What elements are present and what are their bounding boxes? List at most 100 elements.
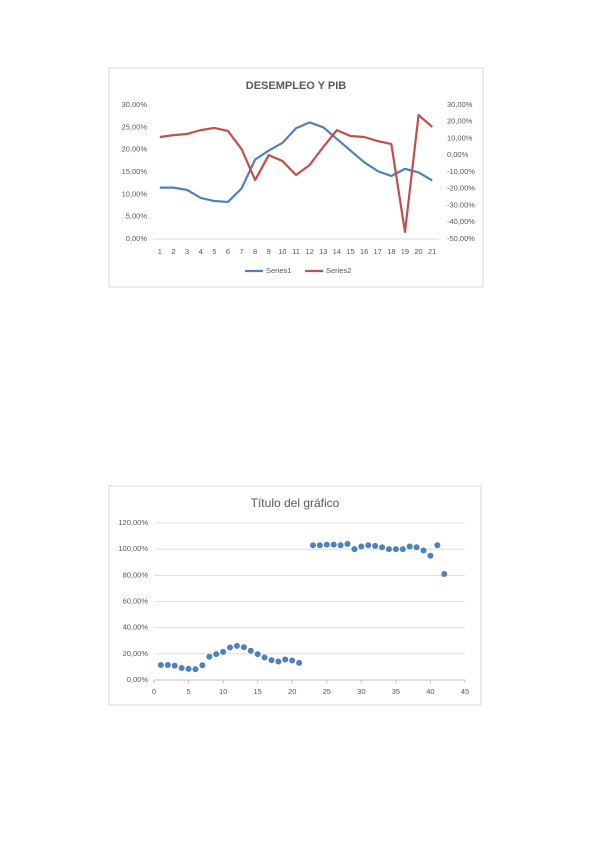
x-tick-label: 45: [461, 687, 469, 696]
point: [192, 666, 199, 673]
point: [420, 547, 427, 554]
y2-tick-label: 20,00%: [447, 117, 473, 126]
x-tick-label: 9: [267, 247, 271, 256]
point: [282, 656, 289, 663]
point: [309, 542, 316, 549]
x-tick-label: 17: [374, 247, 382, 256]
y-tick-label: 100,00%: [118, 544, 148, 553]
chart-title: DESEMPLEO Y PIB: [246, 80, 347, 92]
point: [323, 541, 330, 548]
y2-tick-label: -20,00%: [447, 184, 475, 193]
x-tick-label: 30: [357, 687, 365, 696]
y-tick-label: 20,00%: [123, 649, 149, 658]
x-tick-label: 2: [171, 247, 175, 256]
point: [289, 657, 296, 664]
y-tick-label: 80,00%: [123, 570, 149, 579]
point: [351, 546, 358, 553]
x-tick-label: 12: [305, 247, 313, 256]
y-tick-label: 60,00%: [123, 596, 149, 605]
point: [344, 540, 351, 547]
point: [157, 661, 164, 668]
point: [379, 544, 386, 551]
point: [365, 542, 372, 549]
point: [261, 654, 268, 661]
point: [178, 664, 185, 671]
point: [199, 662, 206, 669]
y2-tick-label: -10,00%: [447, 167, 475, 176]
point: [268, 657, 275, 664]
x-tick-label: 8: [253, 247, 257, 256]
point: [337, 542, 344, 549]
x-tick-label: 4: [199, 247, 203, 256]
point: [316, 542, 323, 549]
x-tick-label: 7: [239, 247, 243, 256]
legend-label: Series2: [326, 266, 351, 275]
point: [247, 647, 254, 654]
y2-tick-label: -50,00%: [447, 234, 475, 243]
x-tick-label: 11: [292, 247, 300, 256]
point: [185, 665, 192, 672]
x-tick-label: 10: [278, 247, 286, 256]
y2-tick-label: 30,00%: [447, 100, 473, 109]
x-tick-label: 19: [401, 247, 409, 256]
y-tick-label: 20,00%: [122, 145, 148, 154]
y-tick-label: 0,00%: [127, 675, 149, 684]
y2-tick-label: 10,00%: [447, 133, 473, 142]
x-tick-label: 0: [152, 687, 156, 696]
point: [240, 644, 247, 651]
point: [385, 546, 392, 553]
point: [406, 543, 413, 550]
point: [372, 542, 379, 549]
x-tick-label: 5: [186, 687, 190, 696]
point: [213, 651, 220, 658]
point: [392, 546, 399, 553]
x-tick-label: 13: [319, 247, 327, 256]
legend-label: Series1: [266, 266, 291, 275]
y2-tick-label: -40,00%: [447, 217, 475, 226]
point: [296, 659, 303, 666]
x-tick-label: 10: [219, 687, 227, 696]
x-tick-label: 15: [346, 247, 354, 256]
point: [171, 662, 178, 669]
y2-tick-label: -30,00%: [447, 200, 475, 209]
x-tick-label: 1: [158, 247, 162, 256]
x-tick-label: 40: [426, 687, 434, 696]
x-tick-label: 21: [428, 247, 436, 256]
chart-title: Título del gráfico: [251, 496, 340, 510]
point: [413, 544, 420, 551]
x-tick-label: 3: [185, 247, 189, 256]
y-tick-label: 120,00%: [118, 518, 148, 527]
point: [358, 543, 365, 550]
x-tick-label: 20: [414, 247, 422, 256]
chart-frame: [108, 67, 484, 288]
point: [399, 546, 406, 553]
chart-frame: [108, 485, 482, 706]
point: [164, 661, 171, 668]
point: [206, 653, 213, 660]
y-tick-label: 5,00%: [126, 212, 148, 221]
y-tick-label: 0,00%: [126, 234, 148, 243]
y-tick-label: 25,00%: [122, 122, 148, 131]
point: [427, 552, 434, 559]
y-tick-label: 10,00%: [122, 189, 148, 198]
x-tick-label: 6: [226, 247, 230, 256]
x-tick-label: 35: [392, 687, 400, 696]
x-tick-label: 16: [360, 247, 368, 256]
x-tick-label: 14: [333, 247, 341, 256]
series-line: [159, 113, 433, 234]
point: [233, 642, 240, 649]
x-tick-label: 5: [212, 247, 216, 256]
x-tick-label: 25: [323, 687, 331, 696]
x-tick-label: 15: [253, 687, 261, 696]
x-tick-label: 20: [288, 687, 296, 696]
y-tick-label: 15,00%: [122, 167, 148, 176]
point: [275, 658, 282, 665]
y2-tick-label: 0,00%: [447, 150, 469, 159]
series-line: [159, 121, 433, 204]
point: [227, 644, 234, 651]
x-tick-label: 18: [387, 247, 395, 256]
point: [254, 651, 261, 658]
y-tick-label: 30,00%: [122, 100, 148, 109]
